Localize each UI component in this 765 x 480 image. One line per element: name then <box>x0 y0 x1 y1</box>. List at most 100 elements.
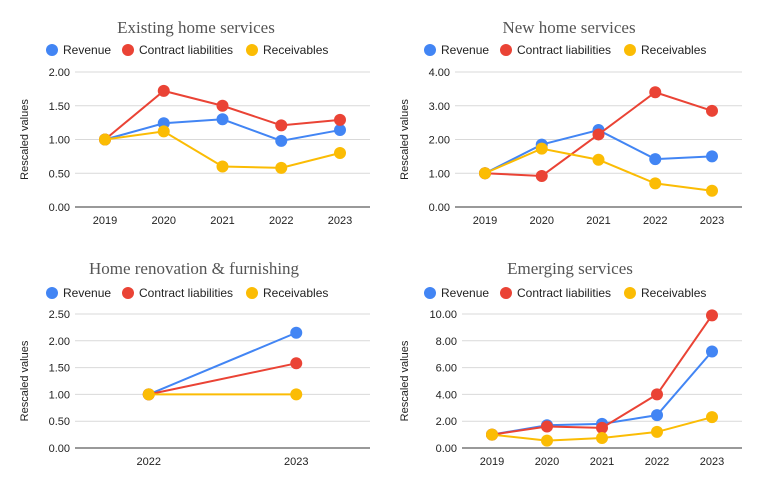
data-point <box>275 134 288 147</box>
data-point <box>216 160 229 173</box>
chart-panel-existing-home-services: Existing home services Revenue Contract l… <box>19 18 370 227</box>
data-point <box>706 184 718 197</box>
data-point <box>486 428 498 441</box>
legend-marker <box>624 287 636 299</box>
y-tick-label: 4.00 <box>429 67 450 79</box>
y-tick-label: 0.00 <box>436 443 457 455</box>
data-point <box>275 161 288 174</box>
x-tick-label: 2020 <box>530 215 554 227</box>
data-point <box>706 150 718 163</box>
legend-label: Contract liabilities <box>517 286 611 300</box>
series-line <box>491 314 713 436</box>
data-point <box>706 309 718 322</box>
legend-label: Contract liabilities <box>139 43 233 57</box>
data-point <box>290 388 303 401</box>
chart-panel-new-home-services: New home services Revenue Contract liabil… <box>399 18 742 227</box>
y-tick-label: 2.50 <box>49 309 70 321</box>
legend-label: Revenue <box>63 43 111 57</box>
legend-marker <box>246 44 258 56</box>
y-tick-label: 2.00 <box>49 67 70 79</box>
x-tick-label: 2019 <box>480 456 504 468</box>
x-tick-label: 2023 <box>284 456 308 468</box>
y-tick-label: 10.00 <box>429 309 457 321</box>
data-point <box>290 357 303 370</box>
data-point <box>649 153 662 166</box>
data-point <box>596 421 608 434</box>
legend-marker <box>122 44 134 56</box>
y-axis-label: Rescaled values <box>399 99 411 180</box>
chart-title: Existing home services <box>117 18 275 37</box>
data-point <box>706 411 718 424</box>
data-point <box>541 434 553 447</box>
chart-title: Emerging services <box>507 259 633 278</box>
data-point <box>275 119 288 132</box>
data-point <box>651 409 663 422</box>
y-tick-label: 2.00 <box>436 416 457 428</box>
x-tick-label: 2020 <box>152 215 176 227</box>
y-tick-label: 2.00 <box>429 135 450 147</box>
y-tick-label: 1.50 <box>49 363 70 375</box>
y-axis-label: Rescaled values <box>399 340 411 421</box>
data-point <box>649 177 662 190</box>
data-point <box>99 133 111 146</box>
x-tick-label: 2022 <box>269 215 293 227</box>
legend-marker <box>424 44 436 56</box>
data-point <box>216 113 229 126</box>
legend-label: Revenue <box>441 286 489 300</box>
x-tick-label: 2021 <box>210 215 234 227</box>
legend-marker <box>46 44 58 56</box>
x-tick-label: 2022 <box>645 456 669 468</box>
y-tick-label: 3.00 <box>429 101 450 113</box>
x-tick-label: 2022 <box>137 456 161 468</box>
y-tick-label: 0.00 <box>49 202 70 214</box>
y-axis-label: Rescaled values <box>19 340 31 421</box>
series-line <box>148 331 297 396</box>
chart-title: New home services <box>502 18 635 37</box>
y-tick-label: 0.50 <box>49 416 70 428</box>
y-tick-label: 0.00 <box>49 443 70 455</box>
data-point <box>479 167 491 180</box>
legend-label: Contract liabilities <box>139 286 233 300</box>
data-point <box>651 388 663 401</box>
x-tick-label: 2023 <box>700 456 724 468</box>
x-tick-label: 2022 <box>643 215 667 227</box>
data-point <box>157 125 170 138</box>
y-tick-label: 4.00 <box>436 389 457 401</box>
x-tick-label: 2021 <box>590 456 614 468</box>
data-point <box>334 113 346 126</box>
x-tick-label: 2019 <box>93 215 117 227</box>
legend-marker <box>122 287 134 299</box>
legend-label: Receivables <box>263 286 328 300</box>
legend-label: Receivables <box>641 286 706 300</box>
y-tick-label: 6.00 <box>436 363 457 375</box>
y-tick-label: 2.00 <box>49 336 70 348</box>
legend-marker <box>246 287 258 299</box>
data-point <box>216 99 229 112</box>
legend-label: Contract liabilities <box>517 43 611 57</box>
x-tick-label: 2019 <box>473 215 497 227</box>
data-point <box>706 104 718 117</box>
data-point <box>592 153 605 166</box>
y-tick-label: 0.00 <box>429 202 450 214</box>
y-tick-label: 0.50 <box>49 168 70 180</box>
legend-label: Receivables <box>641 43 706 57</box>
x-tick-label: 2023 <box>700 215 724 227</box>
data-point <box>596 431 608 444</box>
data-point <box>334 124 346 137</box>
y-tick-label: 1.50 <box>49 101 70 113</box>
legend-label: Receivables <box>263 43 328 57</box>
x-tick-label: 2021 <box>586 215 610 227</box>
chart-title: Home renovation & furnishing <box>89 259 300 278</box>
data-point <box>651 425 663 438</box>
legend-marker <box>424 287 436 299</box>
data-point <box>290 326 303 339</box>
x-tick-label: 2023 <box>328 215 352 227</box>
chart-panel-home-renovation-furnishing: Home renovation & furnishing Revenue Cont… <box>19 259 370 468</box>
y-tick-label: 1.00 <box>49 389 70 401</box>
data-point <box>157 84 170 97</box>
data-point <box>649 86 662 99</box>
y-tick-label: 1.00 <box>429 168 450 180</box>
chart-panel-emerging-services: Emerging services Revenue Contract liabil… <box>399 259 742 468</box>
legend-label: Revenue <box>441 43 489 57</box>
